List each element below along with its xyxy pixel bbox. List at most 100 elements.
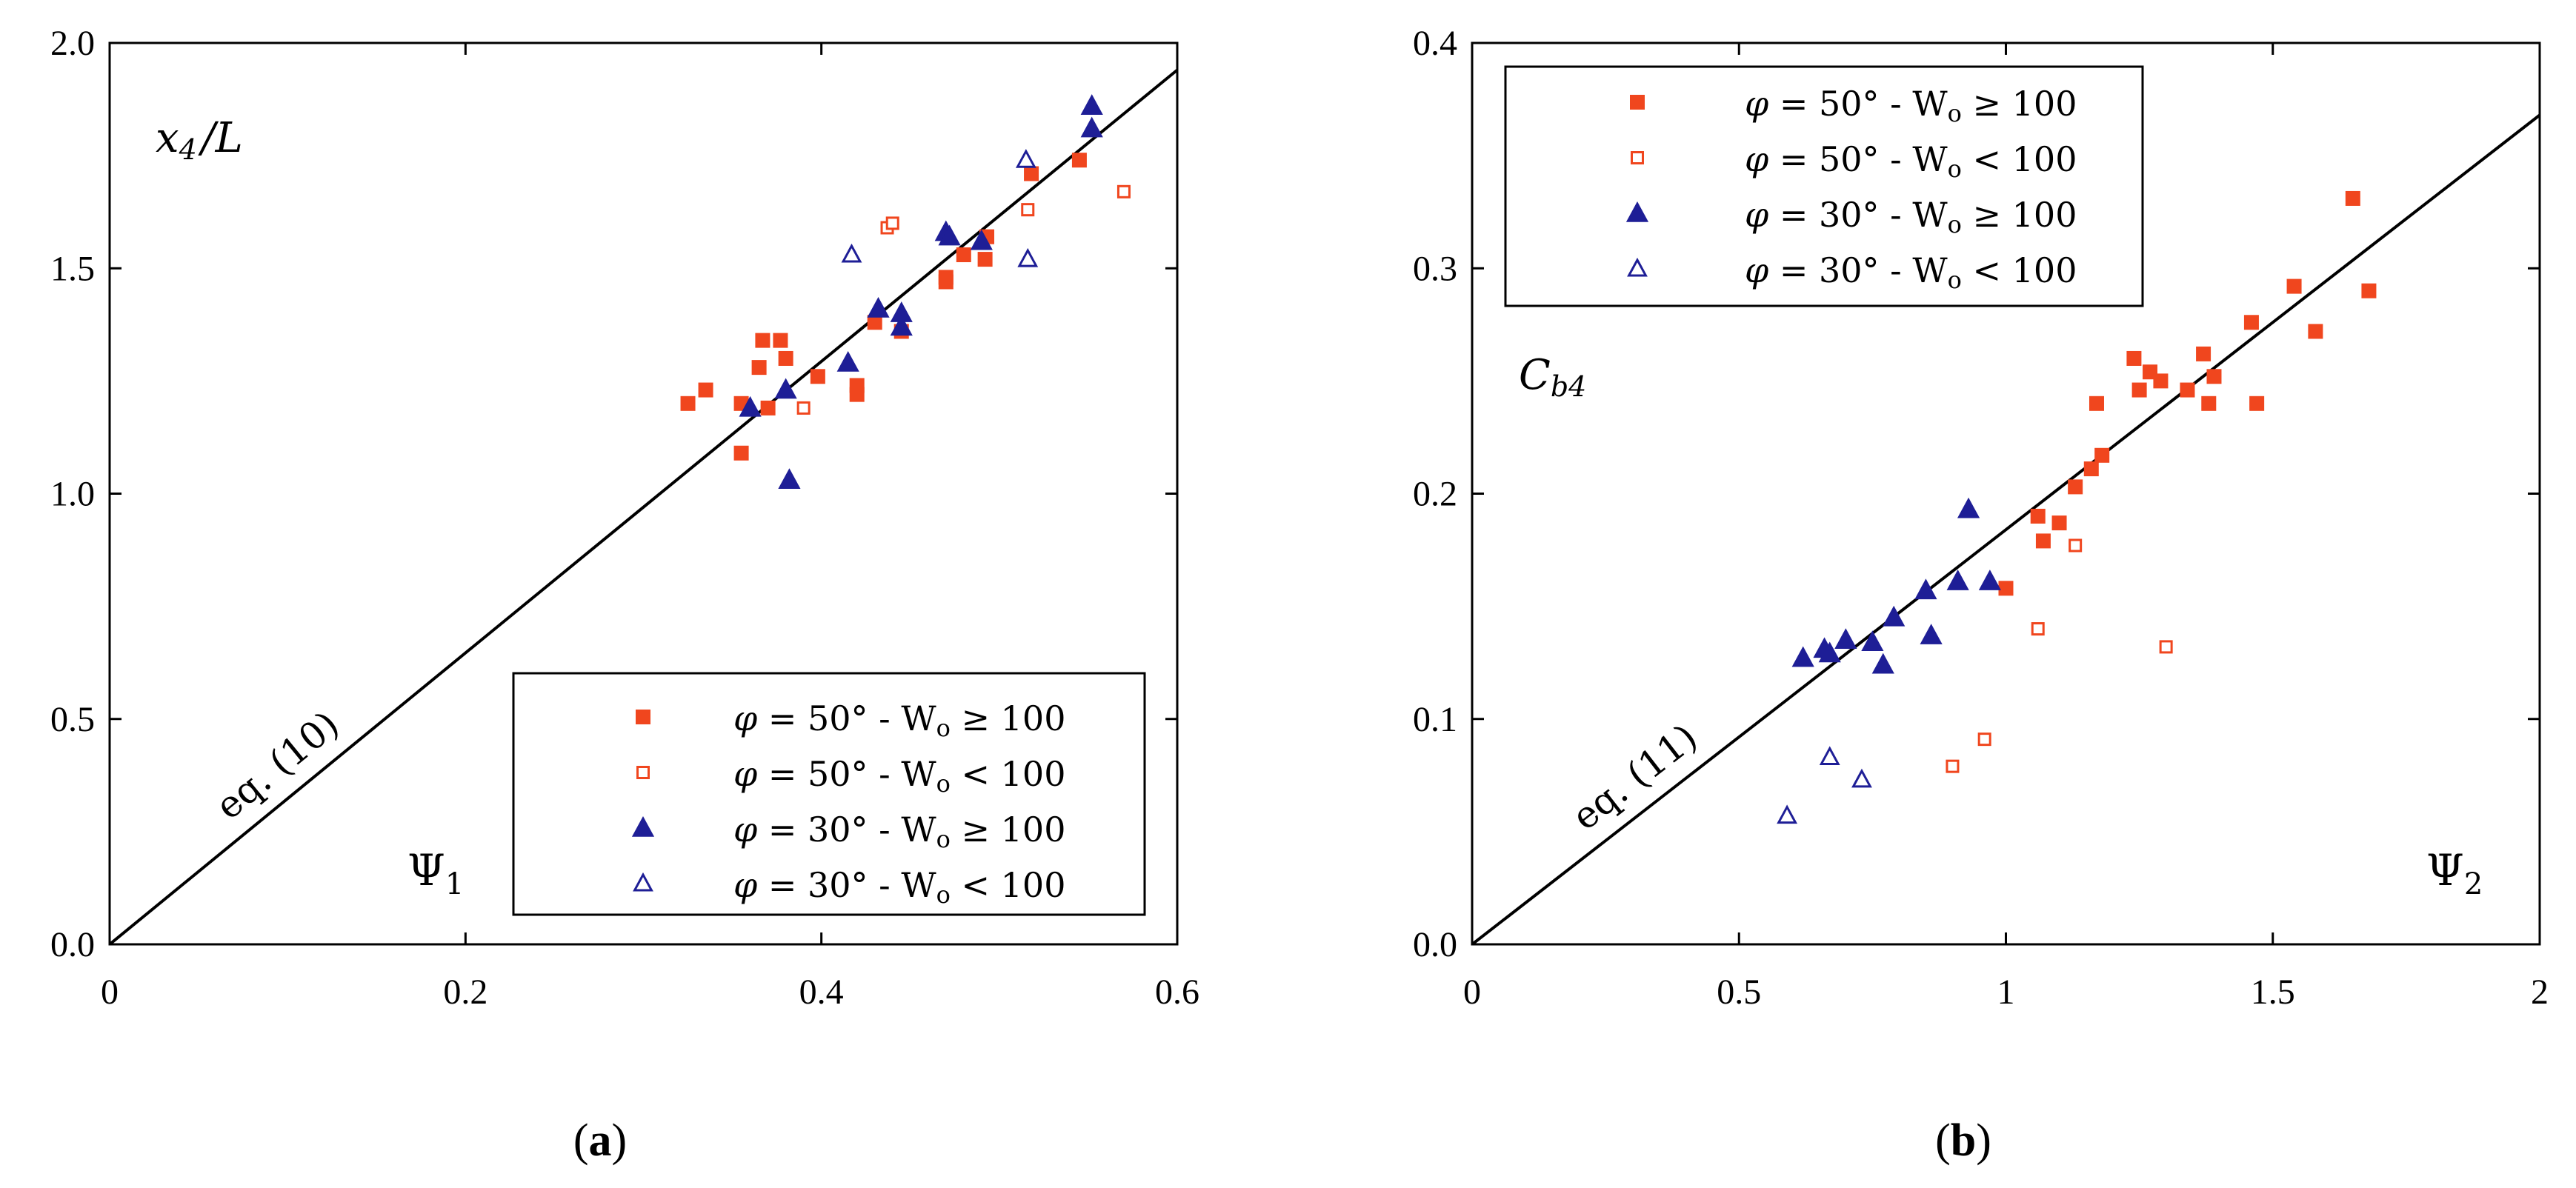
data-point [2308, 324, 2323, 339]
data-point [938, 224, 961, 246]
panel-label-a: (a) [573, 1115, 627, 1166]
legend-marker [1631, 151, 1644, 164]
legend-box [1504, 65, 2144, 307]
data-point [1977, 733, 1991, 747]
chart-panel-a: 0 0.2 0.4 0.60.00.51.01.52.0eq. (10)x4/LΨ1φ… [50, 24, 1199, 1012]
x-axis-label: Ψ2 [2426, 845, 2483, 901]
data-point [2126, 350, 2142, 366]
legend-angle: = 30° - W [757, 865, 936, 905]
legend-op: < 100 [951, 754, 1066, 794]
data-point [1851, 768, 1872, 788]
data-point [1777, 804, 1798, 824]
data-point [2031, 622, 2045, 636]
x-axis-label-main: Ψ [407, 845, 445, 895]
panel-label-paren: ) [1976, 1115, 1991, 1166]
legend-sub: o [936, 714, 951, 742]
data-point [796, 401, 811, 415]
data-point [2286, 278, 2302, 294]
data-point [739, 396, 762, 417]
data-point [2196, 346, 2211, 361]
legend-entry: φ = 50° - Wo < 100 [1745, 139, 2077, 183]
panel-label-paren: ( [573, 1115, 589, 1166]
y-tick-label: 1.0 [50, 475, 95, 514]
legend-phi: φ [733, 810, 758, 850]
data-point [2206, 369, 2222, 384]
x-tick-label: 0 [101, 972, 119, 1012]
data-point [1017, 247, 1039, 267]
data-point [733, 445, 749, 461]
legend-angle: = 30° - W [757, 810, 936, 850]
legend-angle: = 30° - W [1768, 195, 1948, 235]
legend-marker [1625, 201, 1649, 222]
y-tick-label: 0.4 [1413, 24, 1457, 63]
legend-marker [633, 872, 653, 892]
legend-entry: φ = 50° - Wo < 100 [733, 754, 1065, 798]
legend-phi: φ [1745, 250, 1769, 290]
data-point [836, 350, 859, 372]
legend-entry: φ = 30° - Wo ≥ 100 [733, 810, 1065, 853]
data-point [2153, 373, 2169, 389]
data-point [2069, 538, 2083, 553]
data-point [938, 270, 953, 285]
panel-label-paren: ) [612, 1115, 628, 1166]
data-point [1024, 166, 1039, 181]
data-point [1998, 581, 2014, 596]
y-tick-label: 1.5 [50, 249, 95, 288]
data-point [956, 247, 971, 262]
data-point [890, 315, 913, 336]
legend-phi: φ [733, 698, 758, 738]
data-point [810, 369, 825, 384]
data-point [1834, 628, 1857, 650]
legend-marker [1627, 257, 1648, 277]
data-point [1015, 149, 1036, 168]
data-point [680, 396, 696, 411]
data-point [778, 350, 793, 366]
legend-phi: φ [1745, 139, 1769, 179]
x-tick-label: 0.6 [1155, 972, 1199, 1012]
data-point [1791, 646, 1814, 667]
fit-line-label: eq. (11) [1564, 715, 1705, 838]
data-point [1080, 116, 1103, 138]
data-point [1871, 653, 1894, 674]
data-point [2201, 396, 2217, 411]
data-point [1946, 759, 1960, 773]
legend-phi: φ [733, 754, 758, 794]
data-point [1071, 153, 1087, 168]
panel-label-letter: a [589, 1115, 612, 1166]
y-axis-label-sub: b4 [1551, 370, 1587, 403]
legend-angle: = 50° - W [757, 754, 936, 794]
data-point [977, 252, 993, 267]
data-point [778, 468, 801, 489]
data-point [760, 400, 776, 416]
y-tick-label: 0.3 [1413, 249, 1457, 288]
legend-entry: φ = 30° - Wo < 100 [733, 865, 1065, 909]
data-point [2131, 382, 2147, 398]
data-point [2051, 515, 2067, 531]
legend-sub: o [936, 881, 951, 909]
y-tick-label: 0.1 [1413, 700, 1457, 739]
legend-marker [631, 815, 655, 837]
legend-op: < 100 [1962, 250, 2077, 290]
legend-angle: = 50° - W [1768, 84, 1948, 124]
y-axis-label-main: C [1519, 351, 1551, 399]
data-point [1946, 570, 1969, 590]
y-axis-label-tail: /L [198, 114, 243, 162]
data-point [1914, 578, 1937, 600]
x-tick-label: 1 [1997, 972, 2015, 1012]
data-point [867, 296, 890, 318]
data-point [1978, 570, 2001, 590]
y-tick-label: 0.2 [1413, 475, 1457, 514]
panel-label-letter: b [1951, 1115, 1976, 1166]
data-point [773, 333, 788, 348]
legend-op: ≥ 100 [951, 698, 1066, 738]
data-point [2180, 382, 2195, 398]
data-point [1920, 624, 1943, 644]
legend-marker [636, 710, 650, 724]
data-point [2035, 533, 2051, 549]
y-tick-label: 0.0 [1413, 925, 1457, 964]
data-point [1080, 94, 1103, 115]
legend-entry: φ = 50° - Wo ≥ 100 [733, 698, 1065, 742]
data-point [970, 229, 993, 250]
data-point [2345, 190, 2360, 206]
